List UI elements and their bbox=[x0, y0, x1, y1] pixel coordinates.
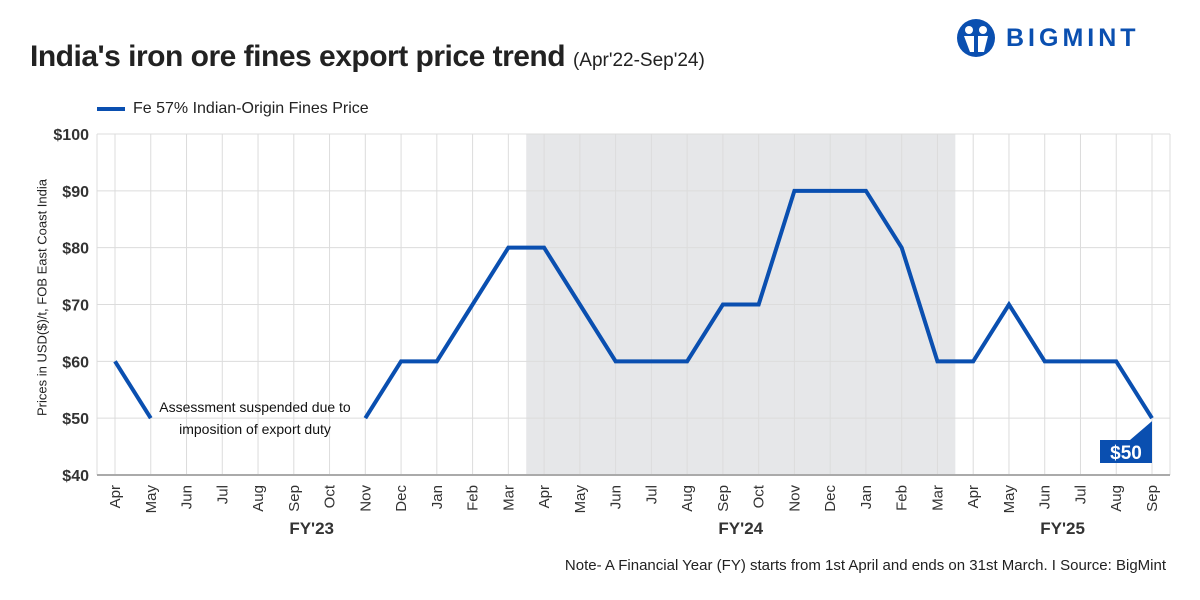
legend-swatch bbox=[97, 107, 125, 111]
y-tick-label: $50 bbox=[62, 411, 89, 428]
y-tick-label: $40 bbox=[62, 468, 89, 485]
x-tick-label: May bbox=[1001, 485, 1018, 514]
price-line-segment bbox=[113, 360, 153, 420]
x-tick-label: Apr bbox=[965, 485, 982, 508]
x-tick-label: Aug bbox=[250, 485, 267, 512]
legend-label: Fe 57% Indian-Origin Fines Price bbox=[133, 100, 369, 117]
x-tick-label: May bbox=[143, 485, 160, 514]
x-tick-label: Jun bbox=[179, 485, 196, 509]
x-tick-label: Feb bbox=[465, 485, 482, 511]
x-tick-label: Jun bbox=[1037, 485, 1054, 509]
fy-group-label: FY'25 bbox=[1040, 519, 1085, 538]
x-tick-label: Jul bbox=[214, 485, 231, 504]
x-tick-label: Apr bbox=[536, 485, 553, 508]
logo-icon bbox=[957, 19, 995, 57]
bigmint-logo: BIGMINT bbox=[956, 18, 1140, 58]
x-tick-label: Oct bbox=[322, 484, 339, 508]
y-tick-label: $100 bbox=[53, 127, 89, 144]
x-tick-label: May bbox=[572, 485, 589, 514]
y-tick-label: $90 bbox=[62, 184, 89, 201]
fy-group-label: FY'23 bbox=[289, 519, 334, 538]
subtitle: (Apr'22-Sep'24) bbox=[572, 50, 705, 71]
suspension-annotation: Assessment suspended due to bbox=[159, 399, 351, 415]
x-tick-label: Aug bbox=[1108, 485, 1125, 512]
y-tick-label: $80 bbox=[62, 241, 89, 258]
x-tick-label: Nov bbox=[357, 485, 374, 512]
x-tick-label: Jan bbox=[429, 485, 446, 509]
footnote: Note- A Financial Year (FY) starts from … bbox=[564, 557, 1166, 574]
y-tick-label: $60 bbox=[62, 354, 89, 371]
chart-title: India's iron ore fines export price tren… bbox=[30, 40, 705, 74]
x-tick-label: Jul bbox=[643, 485, 660, 504]
x-tick-label: Sep bbox=[1144, 485, 1161, 512]
brand-name: BIGMINT bbox=[1006, 23, 1140, 52]
x-tick-label: Feb bbox=[894, 485, 911, 511]
x-tick-label: Mar bbox=[929, 485, 946, 511]
x-tick-label: Jan bbox=[858, 485, 875, 509]
legend: Fe 57% Indian-Origin Fines Price bbox=[97, 100, 369, 118]
x-tick-label: Sep bbox=[286, 485, 303, 512]
x-tick-label: Jul bbox=[1072, 485, 1089, 504]
x-tick-label: Mar bbox=[500, 485, 517, 511]
x-tick-label: Dec bbox=[822, 485, 839, 512]
x-tick-label: Jun bbox=[608, 485, 625, 509]
value-callout-label: $50 bbox=[1110, 443, 1142, 464]
x-tick-label: Apr bbox=[107, 485, 124, 508]
y-tick-label: $70 bbox=[62, 298, 89, 315]
fy-group-label: FY'24 bbox=[718, 519, 763, 538]
x-tick-label: Nov bbox=[786, 485, 803, 512]
value-callout-box bbox=[1100, 421, 1152, 463]
suspension-annotation: imposition of export duty bbox=[179, 421, 331, 437]
x-tick-label: Aug bbox=[679, 485, 696, 512]
x-tick-label: Oct bbox=[751, 484, 768, 508]
x-tick-label: Dec bbox=[393, 485, 410, 512]
title-text: India's iron ore fines export price tren… bbox=[30, 40, 566, 73]
x-tick-label: Sep bbox=[715, 485, 732, 512]
